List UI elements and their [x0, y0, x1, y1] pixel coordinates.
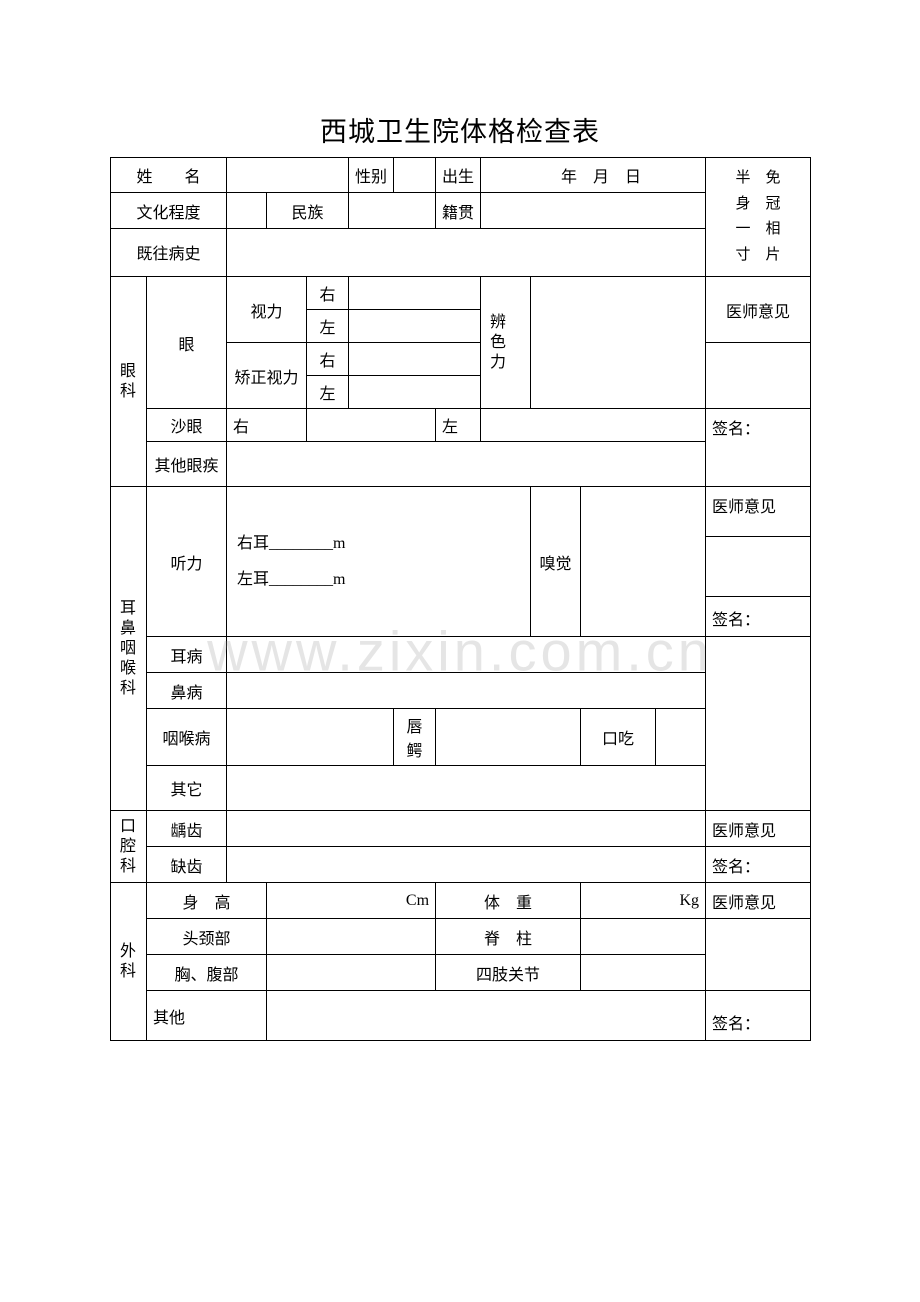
corrected-right-field[interactable] [349, 343, 481, 376]
ear-disease-field[interactable] [227, 637, 706, 673]
missing-field[interactable] [227, 847, 706, 883]
gender-label: 性别 [349, 158, 394, 193]
surgery-opinion-label: 医师意见 [706, 883, 811, 919]
page-title: 西城卫生院体格检查表 [110, 110, 810, 149]
eye-opinion-label: 医师意见 [706, 277, 811, 343]
smell-field[interactable] [581, 487, 706, 637]
spine-label: 脊 柱 [436, 919, 581, 955]
history-label: 既往病史 [111, 228, 227, 276]
chest-field[interactable] [267, 955, 436, 991]
throat-field[interactable] [227, 709, 394, 766]
right-ear-label: 右耳________m [237, 526, 520, 561]
corrected-right-label: 右 [307, 343, 349, 376]
vision-right-field[interactable] [349, 277, 481, 310]
corrected-label: 矫正视力 [227, 343, 307, 409]
throat-label: 咽喉病 [147, 709, 227, 766]
corrected-left-field[interactable] [349, 376, 481, 409]
ent-opinion-field[interactable] [706, 537, 811, 597]
exam-form-table: 姓 名 性别 出生 年 月 日 半 免 身 冠 一 相 寸 片 文化程度 民族 … [110, 157, 811, 1041]
stutter-field[interactable] [656, 709, 706, 766]
gender-field[interactable] [394, 158, 436, 193]
stutter-label: 口吃 [581, 709, 656, 766]
vision-left-label: 左 [307, 310, 349, 343]
trachoma-right-field[interactable] [307, 409, 436, 442]
ent-dept: 耳鼻咽喉科 [111, 487, 147, 811]
eye-dept: 眼科 [111, 277, 147, 487]
nose-disease-field[interactable] [227, 673, 706, 709]
spine-field[interactable] [581, 919, 706, 955]
ent-sign-label: 签名： [706, 597, 811, 637]
history-field[interactable] [227, 228, 706, 276]
surgery-opinion-field[interactable] [706, 919, 811, 991]
name-field[interactable] [227, 158, 349, 193]
dental-dept: 口腔科 [111, 811, 147, 883]
native-field[interactable] [481, 193, 706, 228]
weight-label: 体 重 [436, 883, 581, 919]
trachoma-left-field[interactable] [481, 409, 706, 442]
eye-sign-label: 签名： [706, 409, 811, 487]
surgery-other-field[interactable] [267, 991, 706, 1041]
trachoma-right-label: 右 [227, 409, 307, 442]
ent-other-label: 其它 [147, 766, 227, 811]
missing-label: 缺齿 [147, 847, 227, 883]
hearing-label: 听力 [147, 487, 227, 637]
name-label: 姓 名 [111, 158, 227, 193]
ent-other-field[interactable] [227, 766, 706, 811]
vision-left-field[interactable] [349, 310, 481, 343]
ent-extra-field[interactable] [706, 637, 811, 811]
smell-label: 嗅觉 [531, 487, 581, 637]
height-label: 身 高 [147, 883, 267, 919]
trachoma-left-label: 左 [436, 409, 481, 442]
ethnic-field[interactable] [349, 193, 436, 228]
colorvision-field[interactable] [531, 277, 706, 409]
dental-opinion-label: 医师意见 [706, 811, 811, 847]
surgery-dept: 外科 [111, 883, 147, 1041]
hearing-field[interactable]: 右耳________m 左耳________m [227, 487, 531, 637]
ent-opinion-label: 医师意见 [706, 487, 811, 537]
left-ear-label: 左耳________m [237, 562, 520, 597]
trachoma-label: 沙眼 [147, 409, 227, 442]
birth-label: 出生 [436, 158, 481, 193]
surgery-sign-label: 签名： [706, 991, 811, 1041]
lip-field[interactable] [436, 709, 581, 766]
weight-field[interactable]: Kg [581, 883, 706, 919]
limbs-label: 四肢关节 [436, 955, 581, 991]
edu-field[interactable] [227, 193, 267, 228]
dental-sign-label: 签名： [706, 847, 811, 883]
colorvision-label: 辨色力 [481, 277, 531, 409]
birth-field[interactable]: 年 月 日 [481, 158, 706, 193]
ear-disease-label: 耳病 [147, 637, 227, 673]
limbs-field[interactable] [581, 955, 706, 991]
eye-opinion-field[interactable] [706, 343, 811, 409]
edu-label: 文化程度 [111, 193, 227, 228]
eye-other-field[interactable] [227, 442, 706, 487]
vision-label: 视力 [227, 277, 307, 343]
lip-label: 唇鳄 [394, 709, 436, 766]
vision-right-label: 右 [307, 277, 349, 310]
surgery-other-label: 其他 [147, 991, 267, 1041]
eye-other-label: 其他眼疾 [147, 442, 227, 487]
photo-box: 半 免 身 冠 一 相 寸 片 [706, 158, 811, 277]
headneck-field[interactable] [267, 919, 436, 955]
caries-label: 龋齿 [147, 811, 227, 847]
nose-disease-label: 鼻病 [147, 673, 227, 709]
height-field[interactable]: Cm [267, 883, 436, 919]
ethnic-label: 民族 [267, 193, 349, 228]
native-label: 籍贯 [436, 193, 481, 228]
headneck-label: 头颈部 [147, 919, 267, 955]
chest-label: 胸、腹部 [147, 955, 267, 991]
caries-field[interactable] [227, 811, 706, 847]
corrected-left-label: 左 [307, 376, 349, 409]
eye-label: 眼 [147, 277, 227, 409]
